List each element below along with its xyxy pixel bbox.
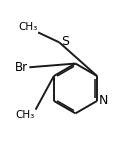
Text: CH₃: CH₃ [16, 110, 35, 120]
Text: S: S [61, 35, 69, 48]
Text: Br: Br [15, 61, 28, 74]
Text: N: N [99, 94, 108, 107]
Text: CH₃: CH₃ [18, 22, 37, 32]
